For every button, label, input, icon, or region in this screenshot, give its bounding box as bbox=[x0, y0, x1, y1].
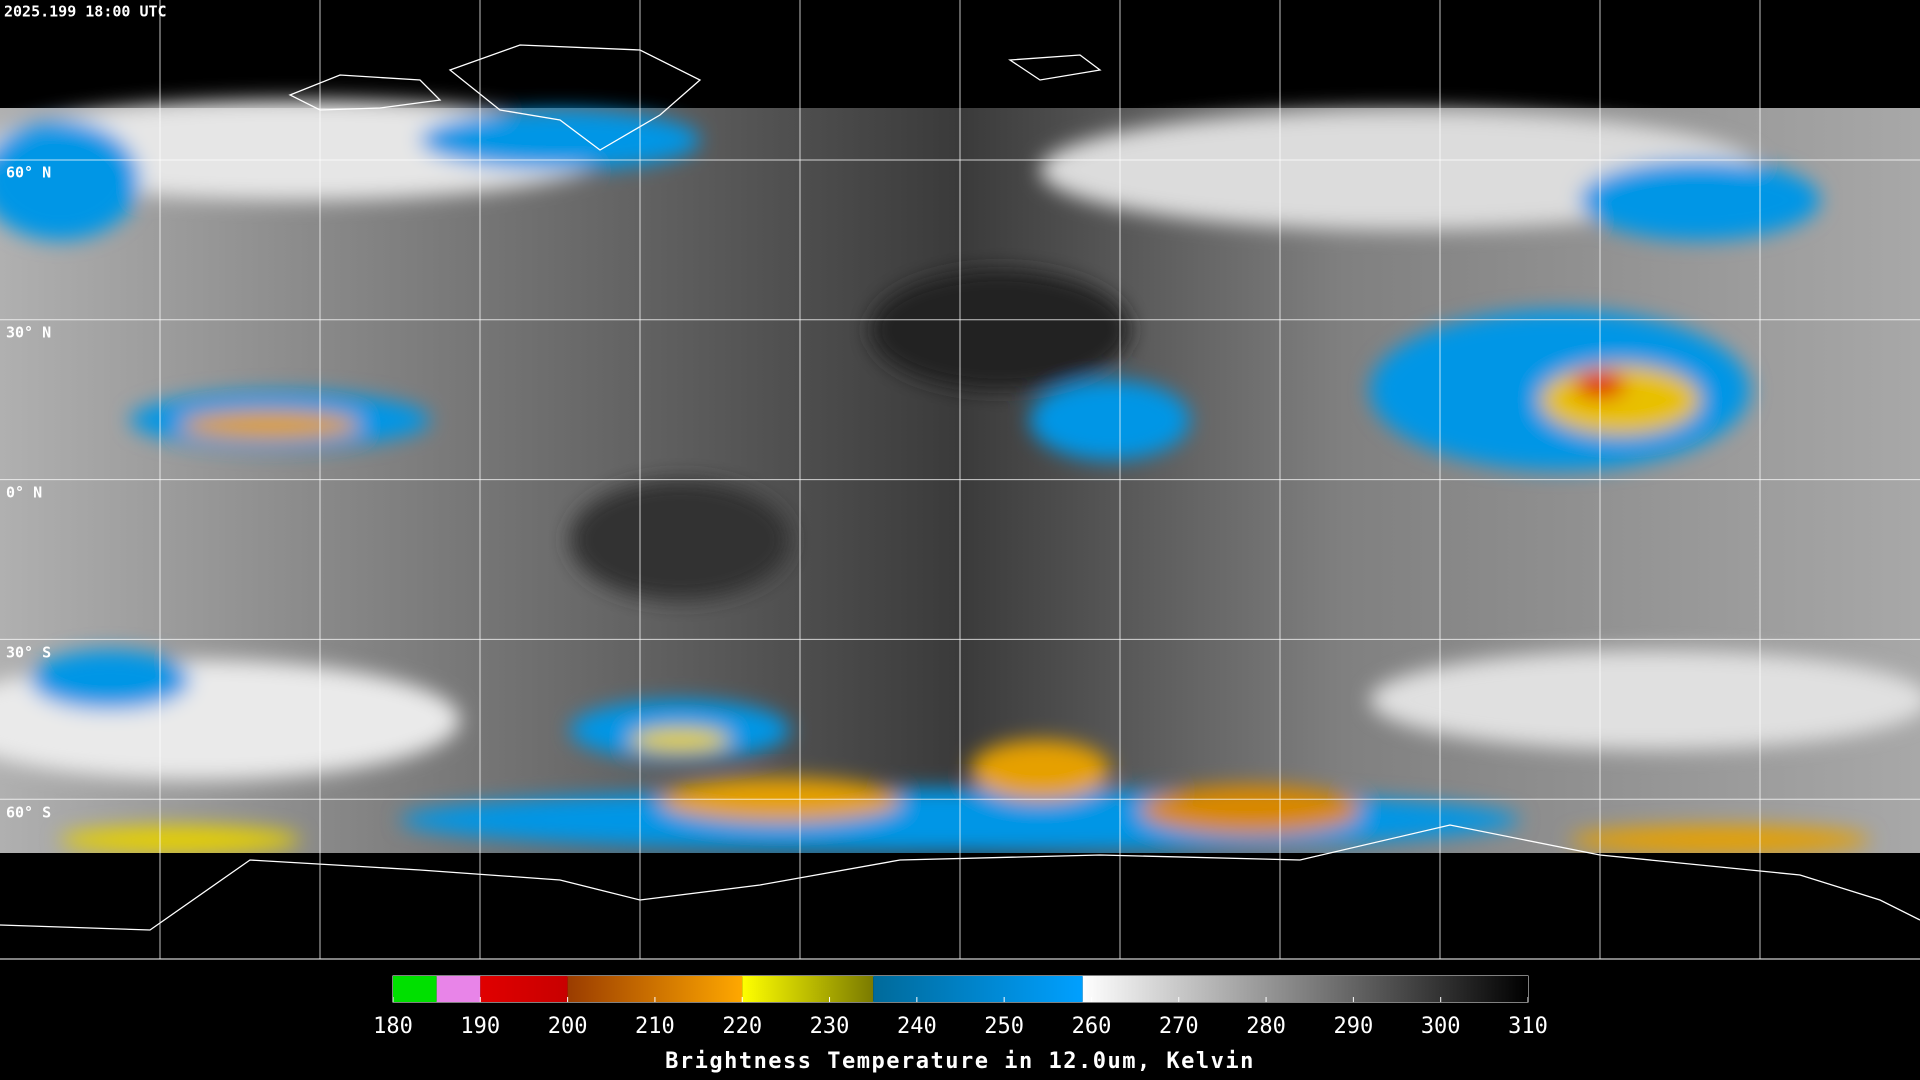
colorbar-tick-label: 210 bbox=[635, 1014, 675, 1039]
colorbar-tick-label: 270 bbox=[1159, 1014, 1199, 1039]
colorbar-segment bbox=[873, 976, 1083, 1002]
colorbar-tick-label: 220 bbox=[722, 1014, 762, 1039]
timestamp: 2025.199 18:00 UTC bbox=[4, 3, 167, 21]
colorbar-segment bbox=[393, 976, 437, 1002]
latitude-label: 30° S bbox=[6, 644, 51, 662]
latitude-label: 60° S bbox=[6, 804, 51, 822]
graticule bbox=[0, 0, 1920, 960]
clear-sky bbox=[570, 480, 790, 600]
colorbar-title: Brightness Temperature in 12.0um, Kelvin bbox=[665, 1049, 1255, 1074]
antarctica bbox=[0, 824, 1920, 931]
cloud-deep bbox=[1540, 365, 1700, 435]
cloud-deep bbox=[180, 411, 360, 439]
cloud-deep bbox=[630, 728, 730, 752]
colorbar-segment bbox=[1082, 976, 1528, 1002]
colorbar-tick-label: 230 bbox=[810, 1014, 850, 1039]
latitude-label: 30° N bbox=[6, 324, 51, 342]
latitude-label: 60° N bbox=[6, 164, 51, 182]
colorbar-tick-label: 200 bbox=[548, 1014, 588, 1039]
cloud-deep bbox=[970, 740, 1110, 800]
colorbar-segment bbox=[742, 976, 874, 1002]
cloud-deep bbox=[660, 778, 900, 822]
colorbar-tick-label: 180 bbox=[373, 1014, 413, 1039]
colorbar-tick-label: 280 bbox=[1246, 1014, 1286, 1039]
colorbar-tick-label: 260 bbox=[1072, 1014, 1112, 1039]
cloud-cold bbox=[1580, 160, 1820, 240]
latitude-label: 0° N bbox=[6, 484, 42, 502]
cloud-deep bbox=[60, 826, 300, 854]
colorbar-tick-label: 290 bbox=[1334, 1014, 1374, 1039]
cloud-field bbox=[0, 100, 1920, 854]
cloud-cold bbox=[30, 650, 190, 710]
cloud-cold bbox=[1030, 380, 1190, 460]
colorbar-tick-label: 300 bbox=[1421, 1014, 1461, 1039]
colorbar-segment bbox=[436, 976, 481, 1002]
colorbar-tick-label: 190 bbox=[460, 1014, 500, 1039]
cloud-deep bbox=[1570, 826, 1870, 854]
cloud-cold bbox=[0, 120, 140, 240]
cloud bbox=[1370, 650, 1920, 750]
clear-sky bbox=[870, 270, 1130, 390]
colorbar-tick-label: 310 bbox=[1508, 1014, 1548, 1039]
svalbard bbox=[1008, 54, 1102, 81]
cloud-deep bbox=[1140, 785, 1360, 835]
greenland bbox=[448, 44, 702, 151]
colorbar-tick-label: 240 bbox=[897, 1014, 937, 1039]
colorbar-segment bbox=[480, 976, 568, 1002]
cloud-cold bbox=[420, 110, 700, 170]
colorbar-tick-label: 250 bbox=[984, 1014, 1024, 1039]
